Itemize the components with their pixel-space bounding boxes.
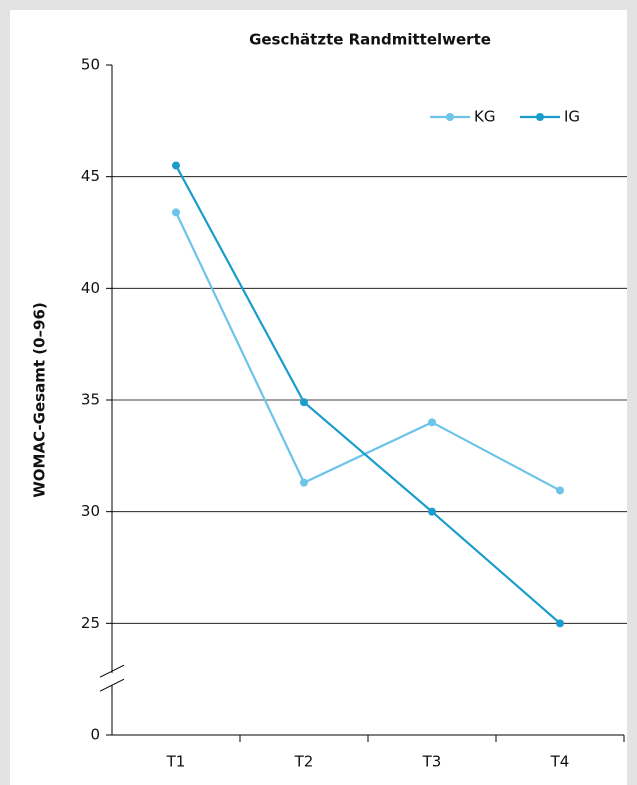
- y-tick-label: 25: [81, 614, 100, 632]
- chart-title: Geschätzte Randmittelwerte: [249, 31, 491, 49]
- data-point: [300, 398, 308, 406]
- x-tick-label: T3: [422, 753, 442, 771]
- y-tick-label: 30: [81, 502, 100, 520]
- data-point: [428, 418, 436, 426]
- y-tick-label: 40: [81, 279, 100, 297]
- data-point: [172, 162, 180, 170]
- panel: [10, 10, 627, 785]
- data-point: [556, 619, 564, 627]
- legend-marker: [536, 113, 544, 121]
- axis-break-gap: [109, 673, 115, 685]
- y-tick-label: 50: [81, 56, 100, 74]
- data-point: [556, 486, 564, 494]
- legend-label: KG: [474, 108, 495, 126]
- data-point: [300, 479, 308, 487]
- x-tick-label: T2: [294, 753, 314, 771]
- x-tick-label: T1: [166, 753, 186, 771]
- y-tick-label: 0: [90, 726, 100, 744]
- y-tick-label: 35: [81, 391, 100, 409]
- chart: Geschätzte Randmittelwerte WOMAC-Gesamt …: [0, 0, 637, 785]
- y-tick-label: 45: [81, 167, 100, 185]
- data-point: [428, 508, 436, 516]
- legend-marker: [446, 113, 454, 121]
- y-axis-label: WOMAC-Gesamt (0–96): [31, 302, 49, 498]
- legend-label: IG: [564, 108, 580, 126]
- x-tick-label: T4: [550, 753, 570, 771]
- data-point: [172, 208, 180, 216]
